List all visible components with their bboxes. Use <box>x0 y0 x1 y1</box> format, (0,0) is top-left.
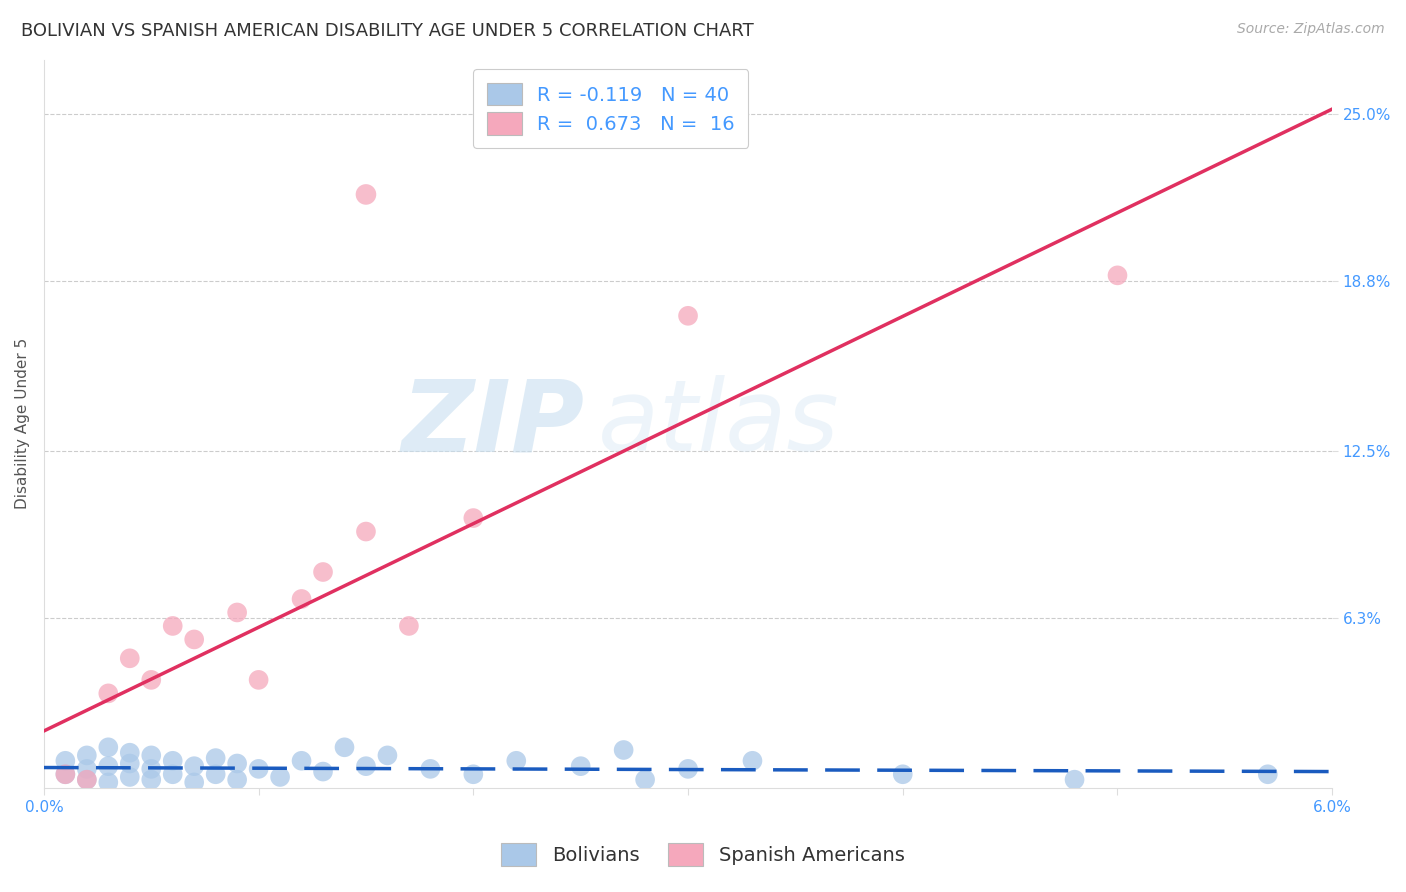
Point <box>204 767 226 781</box>
Point <box>162 619 184 633</box>
Point <box>354 187 377 202</box>
Point <box>290 754 312 768</box>
Point <box>97 759 120 773</box>
Point <box>398 619 420 633</box>
Point <box>53 754 76 768</box>
Point <box>463 767 485 781</box>
Y-axis label: Disability Age Under 5: Disability Age Under 5 <box>15 338 30 509</box>
Point <box>53 767 76 781</box>
Point <box>118 746 141 760</box>
Point <box>247 762 270 776</box>
Text: Source: ZipAtlas.com: Source: ZipAtlas.com <box>1237 22 1385 37</box>
Point <box>269 770 291 784</box>
Point <box>226 772 249 787</box>
Point <box>226 756 249 771</box>
Point <box>354 759 377 773</box>
Text: BOLIVIAN VS SPANISH AMERICAN DISABILITY AGE UNDER 5 CORRELATION CHART: BOLIVIAN VS SPANISH AMERICAN DISABILITY … <box>21 22 754 40</box>
Point <box>463 511 485 525</box>
Point <box>118 770 141 784</box>
Point <box>141 748 163 763</box>
Point <box>676 309 699 323</box>
Point <box>226 606 249 620</box>
Point <box>162 767 184 781</box>
Point <box>97 740 120 755</box>
Point <box>312 764 335 779</box>
Point <box>141 762 163 776</box>
Point <box>290 591 312 606</box>
Point <box>354 524 377 539</box>
Point <box>1257 767 1279 781</box>
Point <box>377 748 399 763</box>
Point <box>613 743 636 757</box>
Point <box>333 740 356 755</box>
Point <box>891 767 914 781</box>
Point <box>118 651 141 665</box>
Point <box>569 759 592 773</box>
Text: atlas: atlas <box>598 376 839 472</box>
Point <box>97 686 120 700</box>
Point <box>183 759 205 773</box>
Legend: Bolivians, Spanish Americans: Bolivians, Spanish Americans <box>494 835 912 873</box>
Point <box>505 754 527 768</box>
Point <box>118 756 141 771</box>
Point <box>162 754 184 768</box>
Point <box>76 772 98 787</box>
Point <box>141 772 163 787</box>
Text: ZIP: ZIP <box>402 376 585 472</box>
Point <box>1107 268 1129 283</box>
Point <box>141 673 163 687</box>
Point <box>76 772 98 787</box>
Point <box>53 767 76 781</box>
Point <box>419 762 441 776</box>
Point <box>76 748 98 763</box>
Point <box>247 673 270 687</box>
Point <box>741 754 763 768</box>
Point <box>676 762 699 776</box>
Point <box>183 632 205 647</box>
Point <box>183 775 205 789</box>
Point <box>312 565 335 579</box>
Legend: R = -0.119   N = 40, R =  0.673   N =  16: R = -0.119 N = 40, R = 0.673 N = 16 <box>472 70 748 148</box>
Point <box>204 751 226 765</box>
Point <box>97 775 120 789</box>
Point <box>634 772 657 787</box>
Point <box>76 762 98 776</box>
Point <box>1063 772 1085 787</box>
